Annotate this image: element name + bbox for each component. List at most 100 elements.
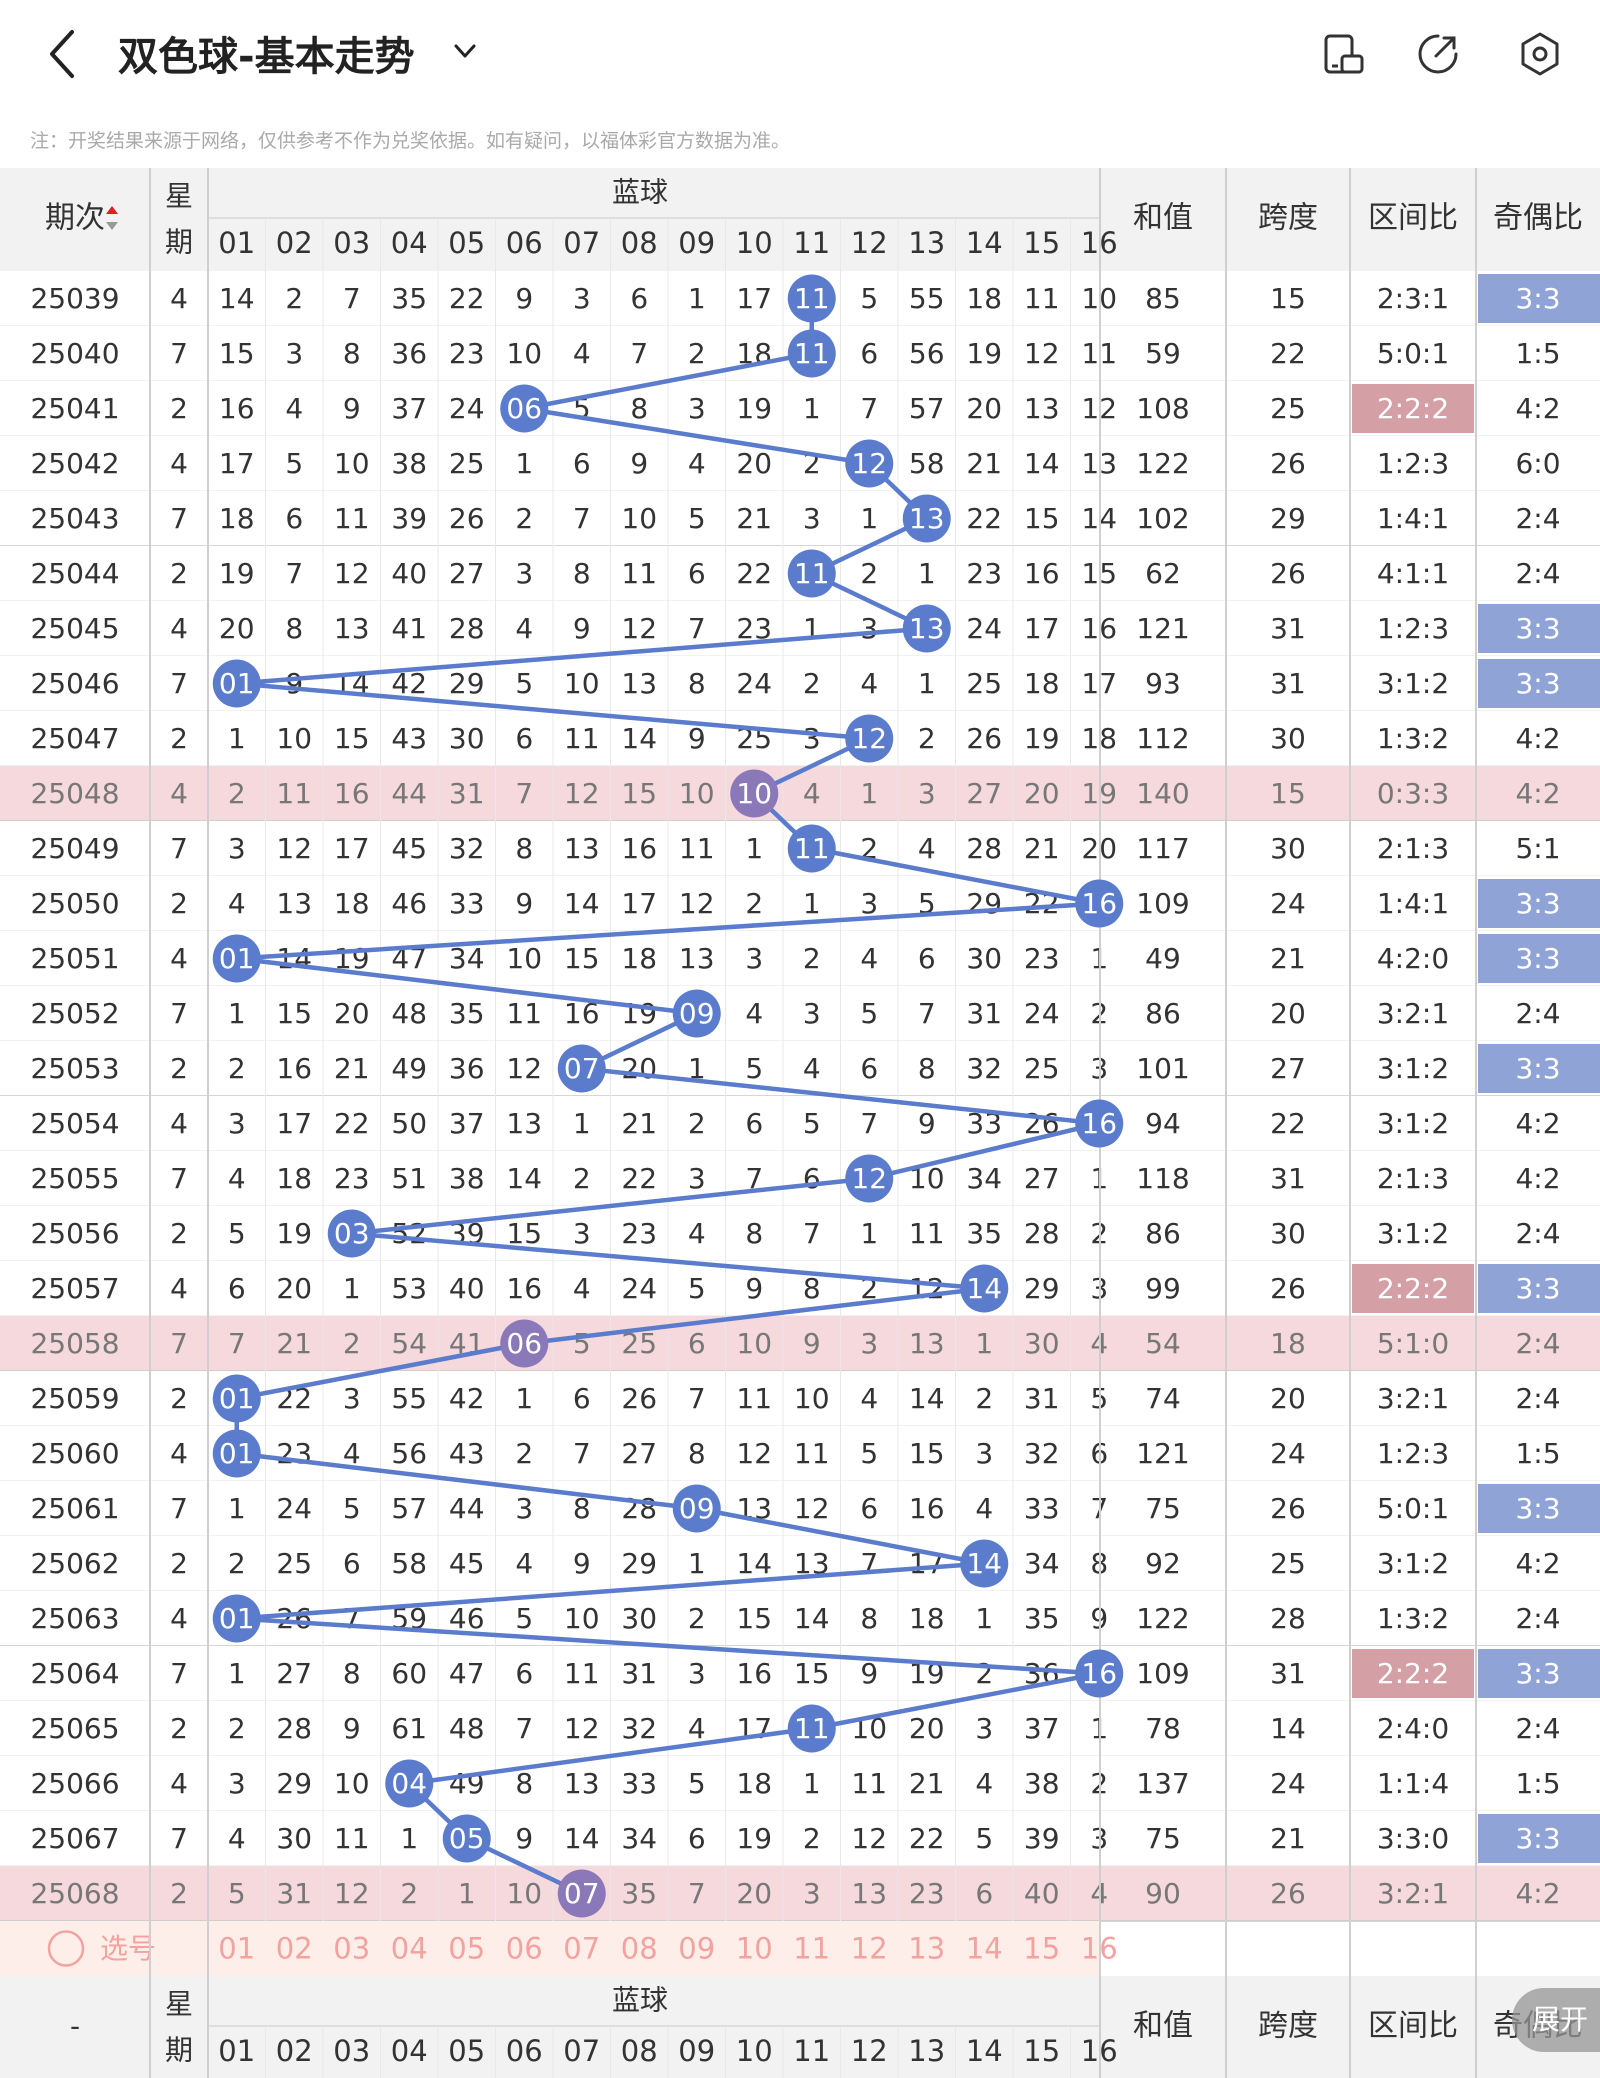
blue-ball[interactable] xyxy=(500,1319,549,1368)
omission-cell: 31 xyxy=(276,1877,312,1910)
weekday-cell: 2 xyxy=(170,722,188,755)
omission-cell: 7 xyxy=(573,1437,591,1470)
table-row[interactable] xyxy=(0,1866,1600,1921)
blue-ball[interactable] xyxy=(960,1539,1009,1588)
omission-cell: 43 xyxy=(449,1437,485,1470)
span-cell: 15 xyxy=(1270,777,1306,810)
table-row[interactable] xyxy=(0,381,1600,436)
table-row[interactable] xyxy=(0,1041,1600,1096)
blue-ball[interactable] xyxy=(1075,879,1124,928)
expand-button[interactable]: 展开 xyxy=(1512,1988,1600,2052)
blue-ball[interactable] xyxy=(672,989,721,1038)
blue-ball[interactable] xyxy=(442,1814,491,1863)
omission-cell: 3 xyxy=(688,392,706,425)
blue-ball[interactable] xyxy=(212,1374,261,1423)
table-row[interactable] xyxy=(0,1316,1600,1371)
blue-ball[interactable] xyxy=(557,1869,606,1918)
blue-ball[interactable] xyxy=(787,274,836,323)
table-row[interactable] xyxy=(0,656,1600,711)
table-row[interactable] xyxy=(0,436,1600,491)
table-row[interactable] xyxy=(0,1096,1600,1151)
sum-cell: 118 xyxy=(1136,1162,1189,1195)
blue-ball[interactable] xyxy=(385,1759,434,1808)
select-number: 05 xyxy=(448,1932,485,1966)
omission-cell: 32 xyxy=(621,1712,657,1745)
blue-number-footer: 05 xyxy=(448,2034,485,2068)
weekday-cell: 7 xyxy=(170,1657,188,1690)
span-footer: 跨度 xyxy=(1258,2009,1318,2044)
blue-ball[interactable] xyxy=(787,549,836,598)
blue-ball[interactable] xyxy=(845,439,894,488)
blue-ball[interactable] xyxy=(557,1044,606,1093)
omission-cell: 36 xyxy=(449,1052,485,1085)
table-row[interactable] xyxy=(0,711,1600,766)
blue-ball[interactable] xyxy=(500,384,549,433)
back-arrow-icon[interactable] xyxy=(38,22,88,86)
weekday-cell: 7 xyxy=(170,1492,188,1525)
blue-ball[interactable] xyxy=(787,1704,836,1753)
table-row[interactable] xyxy=(0,1261,1600,1316)
blue-ball[interactable] xyxy=(787,824,836,873)
table-row[interactable] xyxy=(0,1811,1600,1866)
table-row[interactable] xyxy=(0,1426,1600,1481)
select-number: 07 xyxy=(563,1932,600,1966)
table-row[interactable] xyxy=(0,1371,1600,1426)
blue-ball-number: 12 xyxy=(851,1162,887,1195)
blue-ball[interactable] xyxy=(960,1264,1009,1313)
blue-ball-number: 14 xyxy=(966,1547,1002,1580)
omission-cell: 17 xyxy=(1024,612,1060,645)
blue-ball[interactable] xyxy=(327,1209,376,1258)
table-row[interactable] xyxy=(0,1756,1600,1811)
zone-ratio-cell: 3:1:2 xyxy=(1377,1052,1449,1085)
table-row[interactable] xyxy=(0,1206,1600,1261)
select-number: 04 xyxy=(391,1932,428,1966)
chevron-down-icon[interactable] xyxy=(448,34,482,68)
omission-cell: 8 xyxy=(918,1052,936,1085)
omission-cell: 2 xyxy=(688,337,706,370)
blue-ball[interactable] xyxy=(902,604,951,653)
omission-cell: 15 xyxy=(219,337,255,370)
blue-ball[interactable] xyxy=(212,1429,261,1478)
weekday-cell: 4 xyxy=(170,777,188,810)
period-cell: 25052 xyxy=(30,997,119,1030)
omission-cell: 40 xyxy=(391,557,427,590)
sort-down-icon[interactable] xyxy=(106,222,118,230)
blue-ball[interactable] xyxy=(1075,1649,1124,1698)
blue-ball-number: 07 xyxy=(564,1052,600,1085)
share-icon[interactable] xyxy=(1414,30,1462,78)
table-row[interactable] xyxy=(0,1536,1600,1591)
blue-ball[interactable] xyxy=(902,494,951,543)
omission-cell: 4 xyxy=(515,612,533,645)
page-title[interactable]: 双色球-基本走势 xyxy=(118,34,415,80)
omission-cell: 2 xyxy=(228,1052,246,1085)
blue-ball[interactable] xyxy=(730,769,779,818)
omission-cell: 8 xyxy=(803,1272,821,1305)
settings-icon[interactable] xyxy=(1516,30,1564,78)
blue-ball[interactable] xyxy=(787,329,836,378)
parity-highlight xyxy=(1478,1814,1600,1863)
period-cell: 25040 xyxy=(30,337,119,370)
table-row[interactable] xyxy=(0,986,1600,1041)
omission-cell: 2 xyxy=(688,1602,706,1635)
table-row[interactable] xyxy=(0,766,1600,821)
select-radio-icon[interactable] xyxy=(47,1930,85,1967)
table-row[interactable] xyxy=(0,601,1600,656)
omission-cell: 6 xyxy=(573,447,591,480)
blue-ball[interactable] xyxy=(845,1154,894,1203)
table-row[interactable] xyxy=(0,491,1600,546)
blue-ball[interactable] xyxy=(212,934,261,983)
omission-cell: 52 xyxy=(391,1217,427,1250)
blue-ball[interactable] xyxy=(212,659,261,708)
omission-cell: 31 xyxy=(621,1657,657,1690)
omission-cell: 48 xyxy=(449,1712,485,1745)
blue-ball[interactable] xyxy=(212,1594,261,1643)
blue-ball[interactable] xyxy=(845,714,894,763)
sort-up-icon[interactable] xyxy=(106,206,118,214)
omission-cell: 22 xyxy=(621,1162,657,1195)
device-icon[interactable] xyxy=(1320,30,1368,78)
table-row[interactable] xyxy=(0,1151,1600,1206)
omission-cell: 5 xyxy=(228,1877,246,1910)
blue-ball[interactable] xyxy=(672,1484,721,1533)
blue-ball[interactable] xyxy=(1075,1099,1124,1148)
omission-cell: 32 xyxy=(1024,1437,1060,1470)
